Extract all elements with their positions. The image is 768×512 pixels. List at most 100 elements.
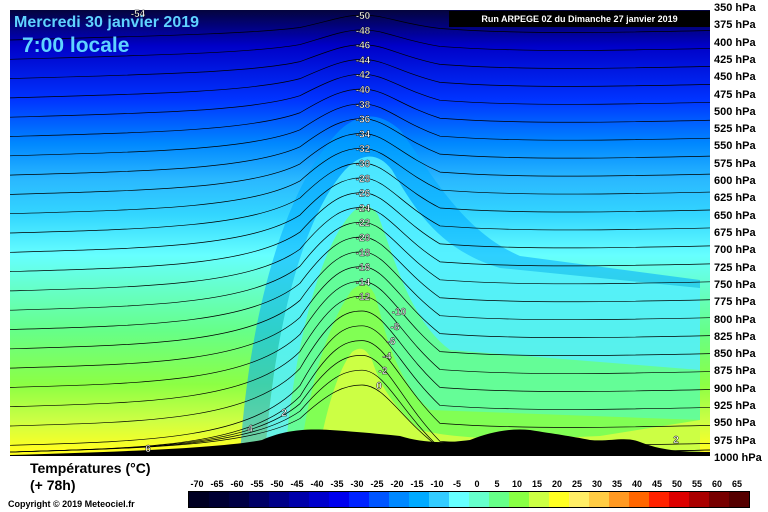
- colorbar-swatch: [509, 492, 529, 507]
- isotherm-label: -16: [356, 263, 371, 274]
- pressure-level-label: 350 hPa: [714, 2, 756, 14]
- isotherm: [9, 73, 711, 118]
- isotherm: [9, 207, 711, 292]
- isotherm-label: -34: [356, 129, 371, 140]
- ridge-fill-5: [318, 348, 700, 456]
- isotherm: [9, 266, 711, 369]
- isotherm-label: -18: [356, 248, 371, 259]
- pressure-level-label: 800 hPa: [714, 313, 756, 326]
- colorbar-tick-label: 35: [611, 479, 622, 489]
- isotherm-label: -4: [383, 351, 392, 362]
- colorbar-swatch: [329, 492, 349, 507]
- pressure-level-label: 900 hPa: [714, 382, 756, 395]
- colorbar-swatch: [689, 492, 709, 507]
- colorbar-tick-label: 5: [494, 479, 500, 489]
- colorbar-swatch: [729, 492, 749, 507]
- colorbar-tick-label: -70: [190, 479, 204, 489]
- isotherm-label: -30: [356, 159, 371, 170]
- lead-time: (+ 78h): [30, 477, 76, 493]
- isotherm-label: 2: [281, 408, 287, 419]
- isotherm-label: -50: [356, 11, 371, 22]
- colorbar-swatch: [489, 492, 509, 507]
- pressure-level-label: 425 hPa: [714, 53, 756, 66]
- isotherm-label: 0: [376, 381, 382, 392]
- isotherm-label: 4: [247, 424, 253, 435]
- forecast-date: Mercredi 30 janvier 2019: [14, 14, 200, 31]
- colorbar-tick-label: 50: [671, 479, 682, 489]
- pressure-level-label: 375 hPa: [714, 19, 756, 32]
- colorbar-swatch: [629, 492, 649, 507]
- isotherm-label: -10: [392, 307, 407, 318]
- isotherm-labels: -50-48-46-44-42-40-38-36-34-32-30-28-26-…: [131, 9, 680, 455]
- isotherm: [9, 103, 711, 157]
- colorbar-swatch: [389, 492, 409, 507]
- colorbar-swatch: [449, 492, 469, 507]
- isotherm: [9, 221, 711, 311]
- forecast-time: 7:00 locale: [22, 34, 130, 57]
- isotherm: [9, 340, 711, 453]
- isotherm-label: -46: [356, 41, 371, 52]
- colorbar-swatch: [549, 492, 569, 507]
- colorbar-tick-label: 20: [551, 479, 562, 489]
- pressure-level-label: 850 hPa: [714, 348, 756, 361]
- colorbar-tick-label: -10: [430, 479, 444, 489]
- isotherm: [9, 251, 711, 350]
- pressure-level-label: 725 hPa: [714, 261, 756, 274]
- colorbar-swatch: [189, 492, 209, 507]
- colorbar-swatch: [609, 492, 629, 507]
- isotherm: [9, 88, 711, 137]
- pressure-level-label: 450 hPa: [714, 71, 756, 84]
- isotherm-label: -8: [391, 322, 400, 333]
- colorbar-tick-label: 0: [474, 479, 480, 489]
- pressure-level-label: 575 hPa: [714, 157, 756, 170]
- colorbar-swatch: [709, 492, 729, 507]
- run-info: Run ARPEGE 0Z du Dimanche 27 janvier 201…: [449, 11, 710, 27]
- isotherm-label: -2: [379, 366, 388, 377]
- colorbar-tick-label: 55: [691, 479, 702, 489]
- isotherm: [9, 295, 711, 408]
- pressure-level-label: 500 hPa: [714, 105, 756, 118]
- colorbar-swatch: [229, 492, 249, 507]
- colorbar-swatch: [529, 492, 549, 507]
- isotherm: [9, 14, 711, 41]
- isotherm: [9, 192, 711, 272]
- terrain: [10, 429, 710, 456]
- isotherm-label: -44: [356, 55, 371, 66]
- colorbar-swatch: [349, 492, 369, 507]
- plot-area: [9, 10, 711, 456]
- colorbar-swatch: [249, 492, 269, 507]
- isotherm: [9, 44, 711, 79]
- pressure-level-label: 550 hPa: [714, 140, 756, 153]
- colorbar-tick-label: -65: [210, 479, 224, 489]
- isotherm-label: -14: [356, 277, 371, 288]
- colorbar-swatch: [409, 492, 429, 507]
- colorbar-swatch: [589, 492, 609, 507]
- colorbar-swatch: [669, 492, 689, 507]
- colorbar-swatch: [209, 492, 229, 507]
- isotherm-label: -40: [356, 85, 371, 96]
- pressure-level-label: 525 hPa: [714, 123, 756, 136]
- colorbar-tick-label: 15: [531, 479, 542, 489]
- pressure-level-label: 1000 hPa: [714, 452, 762, 464]
- colorbar-tick-label: -5: [452, 479, 461, 489]
- colorbar-tick-label: 65: [731, 479, 742, 489]
- isotherm-label: -38: [356, 100, 371, 111]
- colorbar-tick-label: 25: [571, 479, 582, 489]
- isotherm: [9, 281, 711, 388]
- colorbar-tick-label: -20: [390, 479, 404, 489]
- pressure-level-label: 975 hPa: [714, 434, 756, 447]
- pressure-level-label: 700 hPa: [714, 244, 756, 257]
- isotherm-label: -24: [356, 203, 371, 214]
- colorbar-tick-label: 30: [591, 479, 602, 489]
- colorbar-swatch: [369, 492, 389, 507]
- isotherm-label: -22: [356, 218, 371, 229]
- isotherm-label: -20: [356, 233, 371, 244]
- colorbar-swatch: [469, 492, 489, 507]
- isotherm: [9, 59, 711, 99]
- isotherm: [9, 29, 711, 60]
- colorbar-tick-label: -60: [230, 479, 244, 489]
- isotherm: [9, 236, 711, 330]
- colorbar-tick-label: -50: [270, 479, 284, 489]
- colorbar-swatch: [269, 492, 289, 507]
